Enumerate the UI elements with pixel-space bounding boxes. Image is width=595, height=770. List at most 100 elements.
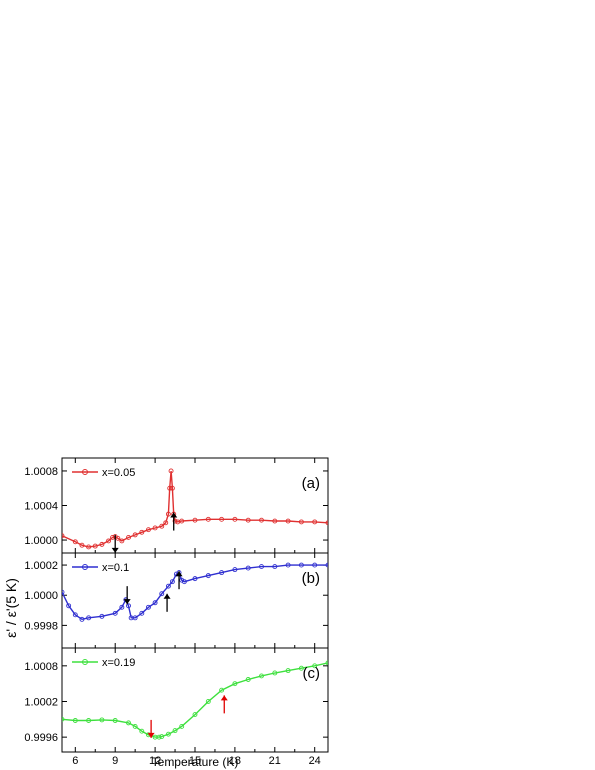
legend-label: x=0.19 — [102, 657, 135, 669]
data-point — [139, 610, 145, 616]
data-point — [165, 511, 171, 517]
legend-marker — [82, 564, 88, 570]
data-point — [285, 668, 291, 674]
x-tick-label: 18 — [229, 755, 241, 767]
data-point — [179, 518, 185, 524]
arrow-head — [123, 599, 131, 605]
data-point — [110, 535, 115, 540]
data-point — [72, 718, 78, 723]
data-point — [168, 468, 174, 474]
x-tick-label: 15 — [189, 755, 201, 767]
data-point — [112, 610, 118, 616]
data-point — [245, 565, 251, 571]
x-tick-label: 24 — [309, 755, 321, 767]
data-point — [159, 523, 165, 529]
y-tick-label: 1.0008 — [24, 466, 58, 478]
data-point — [152, 600, 158, 606]
legend-label: x=0.1 — [102, 562, 129, 574]
data-point — [219, 570, 225, 576]
data-point — [312, 663, 318, 669]
data-point — [139, 529, 145, 535]
data-point — [172, 518, 178, 524]
arrow-head — [163, 593, 171, 599]
data-point — [79, 542, 85, 548]
data-point — [312, 519, 318, 525]
y-tick-label: 1.0002 — [24, 560, 58, 572]
data-point — [126, 535, 131, 540]
data-point — [165, 583, 171, 589]
x-tick-label: 21 — [269, 755, 281, 767]
data-point — [167, 485, 173, 491]
y-tick-label: 1.0002 — [24, 696, 58, 708]
data-point — [165, 731, 171, 737]
data-point — [62, 716, 65, 722]
data-point — [325, 562, 328, 568]
data-point — [272, 518, 278, 524]
data-point — [79, 616, 85, 622]
data-point — [205, 516, 211, 522]
data-point — [172, 728, 178, 734]
panel-label: (b) — [302, 570, 320, 587]
data-point — [205, 699, 211, 704]
data-point — [72, 612, 78, 618]
data-point — [259, 564, 264, 570]
y-tick-label: 0.9998 — [24, 620, 58, 632]
data-point — [298, 519, 304, 525]
panel-b: 0.9998 1.0000 1.0002 x=0.1 (b) — [24, 552, 329, 649]
data-point — [192, 517, 198, 523]
data-point — [219, 516, 225, 522]
data-point — [272, 564, 278, 570]
data-point — [106, 538, 112, 544]
legend-marker — [82, 469, 88, 475]
y-tick-label: 0.9996 — [24, 732, 58, 744]
data-point — [192, 712, 198, 718]
data-point — [298, 562, 304, 568]
x-tick-label: 6 — [72, 755, 78, 767]
data-point — [119, 538, 125, 544]
data-point — [245, 517, 251, 523]
data-point — [152, 525, 158, 531]
data-point — [312, 562, 318, 568]
data-point — [115, 535, 121, 541]
data-point — [259, 517, 264, 523]
data-point — [259, 673, 264, 679]
data-point — [156, 734, 162, 740]
data-point — [192, 576, 198, 582]
data-point — [325, 520, 328, 526]
data-point — [181, 579, 187, 585]
data-point — [99, 613, 105, 619]
data-point — [66, 603, 72, 609]
data-point — [99, 717, 105, 723]
data-point — [62, 533, 65, 539]
data-point — [205, 573, 211, 579]
data-point — [285, 562, 291, 568]
data-point — [285, 518, 291, 524]
data-point — [72, 539, 78, 545]
legend-marker — [82, 659, 88, 665]
panel-a: 1.0000 1.0004 1.0008 x=0.05 (a) — [24, 457, 329, 554]
arrow-head — [147, 732, 155, 738]
y-axis-title: ε' / ε'(5 K) — [3, 578, 19, 638]
data-point — [119, 604, 125, 610]
data-point — [139, 728, 145, 734]
panel-label: (c) — [303, 665, 321, 682]
data-point — [219, 687, 225, 693]
arrow-head — [220, 695, 228, 701]
data-point — [62, 589, 65, 595]
data-point — [159, 734, 165, 739]
panel-label: (a) — [302, 475, 320, 492]
data-point — [126, 720, 131, 726]
series-line — [62, 470, 328, 548]
data-point — [145, 604, 151, 610]
data-point — [112, 718, 118, 723]
data-point — [159, 591, 165, 597]
data-point — [325, 660, 328, 666]
data-point — [145, 527, 151, 533]
data-point — [245, 677, 251, 682]
arrow-head — [111, 547, 119, 553]
data-point — [99, 541, 105, 547]
data-point — [86, 544, 92, 550]
data-point — [86, 615, 92, 621]
